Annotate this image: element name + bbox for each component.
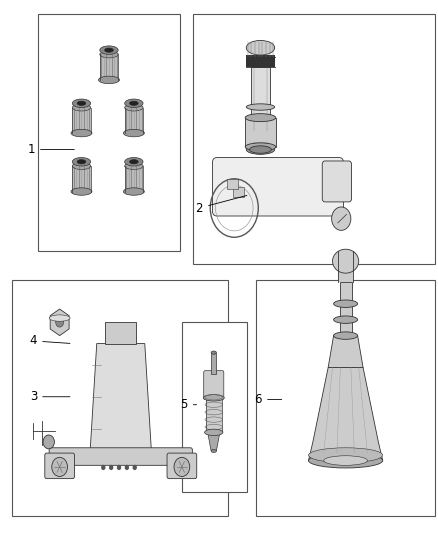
Polygon shape	[308, 368, 383, 461]
FancyBboxPatch shape	[49, 448, 192, 465]
Bar	[339, 282, 352, 336]
Text: 1: 1	[28, 143, 74, 156]
Ellipse shape	[71, 130, 92, 137]
Ellipse shape	[246, 145, 275, 155]
Bar	[182, 322, 247, 492]
Text: 4: 4	[30, 334, 70, 348]
Polygon shape	[90, 344, 151, 450]
FancyBboxPatch shape	[45, 453, 74, 479]
Bar	[12, 280, 228, 516]
Circle shape	[109, 465, 113, 470]
Ellipse shape	[72, 163, 91, 169]
Ellipse shape	[334, 316, 357, 324]
Ellipse shape	[77, 101, 86, 106]
Bar	[100, 54, 118, 80]
Ellipse shape	[130, 160, 138, 164]
Bar	[251, 67, 270, 131]
Ellipse shape	[99, 76, 120, 84]
Ellipse shape	[211, 351, 216, 354]
Ellipse shape	[334, 332, 357, 340]
Ellipse shape	[72, 104, 91, 111]
Ellipse shape	[245, 143, 276, 151]
Polygon shape	[328, 336, 363, 368]
Ellipse shape	[246, 104, 275, 110]
Ellipse shape	[71, 188, 92, 195]
Ellipse shape	[250, 146, 272, 154]
Bar	[72, 166, 91, 191]
Ellipse shape	[308, 453, 383, 468]
Ellipse shape	[77, 160, 86, 164]
Ellipse shape	[105, 48, 113, 52]
Bar	[206, 398, 222, 432]
Ellipse shape	[334, 300, 357, 308]
Ellipse shape	[125, 99, 143, 108]
FancyBboxPatch shape	[204, 370, 224, 399]
Ellipse shape	[308, 448, 383, 463]
Circle shape	[56, 318, 64, 327]
Ellipse shape	[125, 163, 143, 169]
Bar	[106, 322, 136, 344]
Text: 5: 5	[180, 398, 197, 411]
Ellipse shape	[124, 188, 145, 195]
Circle shape	[52, 457, 67, 477]
Text: 2: 2	[196, 196, 247, 214]
Bar	[38, 14, 180, 251]
Bar	[338, 261, 353, 282]
Ellipse shape	[72, 99, 91, 108]
Ellipse shape	[130, 101, 138, 106]
Ellipse shape	[100, 46, 118, 54]
Ellipse shape	[125, 158, 143, 166]
Ellipse shape	[246, 41, 275, 55]
Circle shape	[125, 465, 129, 470]
Ellipse shape	[203, 394, 224, 401]
FancyBboxPatch shape	[167, 453, 197, 479]
Bar	[245, 118, 276, 147]
Polygon shape	[208, 432, 220, 451]
Circle shape	[101, 465, 106, 470]
Ellipse shape	[125, 104, 143, 111]
FancyBboxPatch shape	[212, 158, 343, 216]
FancyBboxPatch shape	[322, 161, 352, 202]
Bar	[246, 55, 275, 67]
Ellipse shape	[124, 130, 145, 137]
Text: 3: 3	[30, 390, 70, 403]
Circle shape	[133, 465, 137, 470]
Circle shape	[332, 207, 351, 230]
Bar	[125, 108, 143, 133]
Ellipse shape	[332, 249, 359, 273]
Ellipse shape	[324, 456, 367, 465]
Bar	[125, 166, 143, 191]
Text: 6: 6	[254, 393, 282, 406]
Bar	[193, 14, 435, 264]
Ellipse shape	[245, 114, 276, 122]
Bar	[72, 108, 91, 133]
Bar	[233, 187, 244, 197]
Ellipse shape	[49, 315, 70, 321]
Ellipse shape	[100, 51, 118, 58]
Ellipse shape	[72, 158, 91, 166]
Bar	[227, 179, 238, 189]
Circle shape	[43, 435, 54, 449]
Bar	[253, 142, 268, 150]
Circle shape	[117, 465, 121, 470]
Bar	[211, 353, 216, 374]
Ellipse shape	[211, 449, 216, 453]
Circle shape	[174, 457, 190, 477]
Bar	[256, 280, 435, 516]
Ellipse shape	[246, 115, 275, 121]
Ellipse shape	[205, 429, 223, 435]
